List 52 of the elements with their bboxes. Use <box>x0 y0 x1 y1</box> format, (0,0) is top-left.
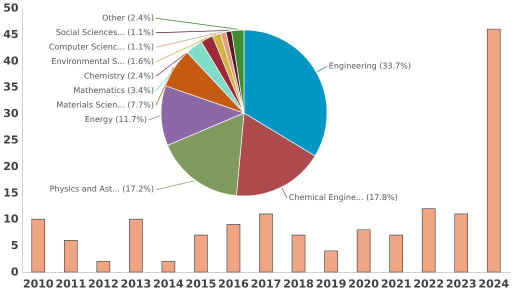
x-tick-label: 2014 <box>153 278 184 290</box>
bar <box>31 218 46 272</box>
x-tick-label: 2012 <box>88 278 119 290</box>
x-tick-label: 2020 <box>348 278 380 290</box>
slice-label: Computer Scienc... (1.1%) <box>48 42 154 52</box>
bar <box>259 214 273 272</box>
bar <box>292 234 306 272</box>
slice-label: Engineering (33.7%) <box>328 61 411 70</box>
x-tick-label: 2011 <box>55 278 86 290</box>
x-tick-label: 2023 <box>446 278 477 290</box>
y-tick-label: 45 <box>3 28 18 41</box>
slice-label: Social Sciences... (1.1%) <box>56 28 154 37</box>
slice-label: Physics and Ast... (17.2%) <box>50 184 154 194</box>
y-tick-label: 0 <box>10 266 19 278</box>
y-tick-label: 10 <box>3 212 19 226</box>
bar <box>162 261 176 272</box>
y-tick-label: 20 <box>3 160 19 173</box>
slice-label: Mathematics (3.4%) <box>73 86 154 95</box>
bar <box>422 208 436 272</box>
x-tick-label: 2019 <box>316 278 346 290</box>
bar <box>389 234 403 272</box>
bar <box>129 218 143 272</box>
bar <box>96 261 110 272</box>
x-tick-label: 2013 <box>120 278 152 290</box>
y-tick-label: 30 <box>3 107 19 120</box>
bar <box>454 214 468 272</box>
x-tick-label: 2016 <box>218 278 250 290</box>
bar <box>226 224 240 272</box>
x-tick-label: 2018 <box>283 278 314 290</box>
slice-label: Chemical Engine... (17.8%) <box>288 192 398 202</box>
y-tick-label: 40 <box>3 54 19 68</box>
slice-label: Materials Scien... (7.7%) <box>56 100 154 110</box>
x-tick-label: 2015 <box>186 278 216 290</box>
x-tick-label: 2017 <box>250 278 282 290</box>
y-tick-label: 5 <box>10 239 18 252</box>
y-tick-label: 15 <box>3 186 18 200</box>
y-tick-label: 50 <box>3 2 19 14</box>
y-tick-label: 25 <box>3 134 18 146</box>
slice-label: Energy (11.7%) <box>84 114 148 124</box>
bar <box>64 240 78 272</box>
bar <box>194 234 208 272</box>
slice-label: Chemistry (2.4%) <box>84 71 154 80</box>
y-tick-label: 35 <box>3 80 18 94</box>
x-tick-label: 2022 <box>413 278 444 290</box>
bar <box>324 250 338 272</box>
bar <box>356 229 370 272</box>
slice-label: Other (2.4%) <box>102 13 154 22</box>
x-tick-label: 2024 <box>478 278 510 290</box>
slice-label: Environmental S... (1.6%) <box>51 56 154 66</box>
x-tick-label: 2010 <box>22 278 54 290</box>
x-tick-label: 2021 <box>380 278 412 290</box>
bar <box>486 28 501 272</box>
